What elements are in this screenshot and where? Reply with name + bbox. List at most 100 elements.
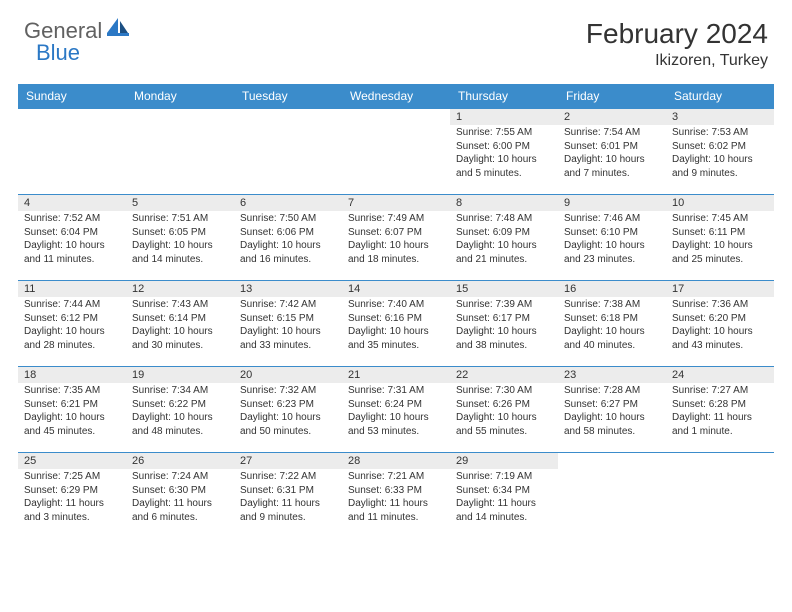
sunset-line: Sunset: 6:12 PM <box>24 312 120 326</box>
day-number: 25 <box>18 453 126 469</box>
sunrise-line: Sunrise: 7:48 AM <box>456 212 552 226</box>
page-header: General Blue February 2024 Ikizoren, Tur… <box>0 0 792 78</box>
daylight-line: Daylight: 10 hours and 14 minutes. <box>132 239 228 266</box>
day-details: Sunrise: 7:21 AMSunset: 6:33 PMDaylight:… <box>342 469 450 527</box>
sunset-line: Sunset: 6:21 PM <box>24 398 120 412</box>
day-details: Sunrise: 7:32 AMSunset: 6:23 PMDaylight:… <box>234 383 342 441</box>
daylight-line: Daylight: 11 hours and 14 minutes. <box>456 497 552 524</box>
calendar-day-cell: 15Sunrise: 7:39 AMSunset: 6:17 PMDayligh… <box>450 281 558 367</box>
sunset-line: Sunset: 6:22 PM <box>132 398 228 412</box>
day-number: 10 <box>666 195 774 211</box>
day-number: 11 <box>18 281 126 297</box>
daylight-line: Daylight: 10 hours and 30 minutes. <box>132 325 228 352</box>
calendar-row: 25Sunrise: 7:25 AMSunset: 6:29 PMDayligh… <box>18 453 774 539</box>
day-details: Sunrise: 7:30 AMSunset: 6:26 PMDaylight:… <box>450 383 558 441</box>
day-number: 1 <box>450 109 558 125</box>
calendar-day-cell: 16Sunrise: 7:38 AMSunset: 6:18 PMDayligh… <box>558 281 666 367</box>
sunset-line: Sunset: 6:33 PM <box>348 484 444 498</box>
daylight-line: Daylight: 11 hours and 1 minute. <box>672 411 768 438</box>
sunrise-line: Sunrise: 7:50 AM <box>240 212 336 226</box>
sunset-line: Sunset: 6:18 PM <box>564 312 660 326</box>
calendar-row: 18Sunrise: 7:35 AMSunset: 6:21 PMDayligh… <box>18 367 774 453</box>
daylight-line: Daylight: 10 hours and 21 minutes. <box>456 239 552 266</box>
calendar-day-cell: 17Sunrise: 7:36 AMSunset: 6:20 PMDayligh… <box>666 281 774 367</box>
weekday-header: Saturday <box>666 84 774 109</box>
sunrise-line: Sunrise: 7:42 AM <box>240 298 336 312</box>
location-label: Ikizoren, Turkey <box>586 52 768 70</box>
sunrise-line: Sunrise: 7:32 AM <box>240 384 336 398</box>
day-number: 22 <box>450 367 558 383</box>
daylight-line: Daylight: 10 hours and 48 minutes. <box>132 411 228 438</box>
day-number: 19 <box>126 367 234 383</box>
sunrise-line: Sunrise: 7:24 AM <box>132 470 228 484</box>
daylight-line: Daylight: 10 hours and 55 minutes. <box>456 411 552 438</box>
day-details: Sunrise: 7:45 AMSunset: 6:11 PMDaylight:… <box>666 211 774 269</box>
sunset-line: Sunset: 6:00 PM <box>456 140 552 154</box>
day-number: 27 <box>234 453 342 469</box>
day-details: Sunrise: 7:36 AMSunset: 6:20 PMDaylight:… <box>666 297 774 355</box>
daylight-line: Daylight: 10 hours and 9 minutes. <box>672 153 768 180</box>
month-title: February 2024 <box>586 18 768 50</box>
sunset-line: Sunset: 6:26 PM <box>456 398 552 412</box>
calendar-day-cell: 28Sunrise: 7:21 AMSunset: 6:33 PMDayligh… <box>342 453 450 539</box>
sunrise-line: Sunrise: 7:44 AM <box>24 298 120 312</box>
calendar-day-cell: 3Sunrise: 7:53 AMSunset: 6:02 PMDaylight… <box>666 109 774 195</box>
sunrise-line: Sunrise: 7:34 AM <box>132 384 228 398</box>
sunrise-line: Sunrise: 7:43 AM <box>132 298 228 312</box>
logo-text-blue: Blue <box>36 40 80 66</box>
calendar-empty-cell <box>558 453 666 539</box>
sunrise-line: Sunrise: 7:52 AM <box>24 212 120 226</box>
day-number: 8 <box>450 195 558 211</box>
daylight-line: Daylight: 10 hours and 43 minutes. <box>672 325 768 352</box>
day-number: 28 <box>342 453 450 469</box>
calendar-day-cell: 24Sunrise: 7:27 AMSunset: 6:28 PMDayligh… <box>666 367 774 453</box>
sunset-line: Sunset: 6:31 PM <box>240 484 336 498</box>
day-details: Sunrise: 7:39 AMSunset: 6:17 PMDaylight:… <box>450 297 558 355</box>
sunset-line: Sunset: 6:15 PM <box>240 312 336 326</box>
day-number: 14 <box>342 281 450 297</box>
calendar-row: 1Sunrise: 7:55 AMSunset: 6:00 PMDaylight… <box>18 109 774 195</box>
day-details: Sunrise: 7:49 AMSunset: 6:07 PMDaylight:… <box>342 211 450 269</box>
daylight-line: Daylight: 10 hours and 25 minutes. <box>672 239 768 266</box>
sunrise-line: Sunrise: 7:40 AM <box>348 298 444 312</box>
day-number: 23 <box>558 367 666 383</box>
daylight-line: Daylight: 10 hours and 7 minutes. <box>564 153 660 180</box>
sunrise-line: Sunrise: 7:54 AM <box>564 126 660 140</box>
sunset-line: Sunset: 6:24 PM <box>348 398 444 412</box>
sunrise-line: Sunrise: 7:21 AM <box>348 470 444 484</box>
sunset-line: Sunset: 6:06 PM <box>240 226 336 240</box>
day-details: Sunrise: 7:43 AMSunset: 6:14 PMDaylight:… <box>126 297 234 355</box>
day-number: 9 <box>558 195 666 211</box>
day-number: 26 <box>126 453 234 469</box>
sunset-line: Sunset: 6:02 PM <box>672 140 768 154</box>
weekday-header: Monday <box>126 84 234 109</box>
calendar-day-cell: 5Sunrise: 7:51 AMSunset: 6:05 PMDaylight… <box>126 195 234 281</box>
daylight-line: Daylight: 10 hours and 40 minutes. <box>564 325 660 352</box>
day-details: Sunrise: 7:35 AMSunset: 6:21 PMDaylight:… <box>18 383 126 441</box>
day-number: 18 <box>18 367 126 383</box>
calendar-empty-cell <box>234 109 342 195</box>
calendar-day-cell: 11Sunrise: 7:44 AMSunset: 6:12 PMDayligh… <box>18 281 126 367</box>
sunrise-line: Sunrise: 7:46 AM <box>564 212 660 226</box>
weekday-header: Thursday <box>450 84 558 109</box>
daylight-line: Daylight: 10 hours and 23 minutes. <box>564 239 660 266</box>
sunrise-line: Sunrise: 7:30 AM <box>456 384 552 398</box>
day-number: 29 <box>450 453 558 469</box>
sunset-line: Sunset: 6:09 PM <box>456 226 552 240</box>
day-details: Sunrise: 7:52 AMSunset: 6:04 PMDaylight:… <box>18 211 126 269</box>
sunrise-line: Sunrise: 7:25 AM <box>24 470 120 484</box>
day-number: 3 <box>666 109 774 125</box>
daylight-line: Daylight: 11 hours and 6 minutes. <box>132 497 228 524</box>
calendar-day-cell: 23Sunrise: 7:28 AMSunset: 6:27 PMDayligh… <box>558 367 666 453</box>
sunrise-line: Sunrise: 7:51 AM <box>132 212 228 226</box>
day-number: 2 <box>558 109 666 125</box>
calendar-day-cell: 19Sunrise: 7:34 AMSunset: 6:22 PMDayligh… <box>126 367 234 453</box>
day-details: Sunrise: 7:55 AMSunset: 6:00 PMDaylight:… <box>450 125 558 183</box>
sunrise-line: Sunrise: 7:49 AM <box>348 212 444 226</box>
title-block: February 2024 Ikizoren, Turkey <box>586 18 768 70</box>
calendar-empty-cell <box>126 109 234 195</box>
calendar-day-cell: 21Sunrise: 7:31 AMSunset: 6:24 PMDayligh… <box>342 367 450 453</box>
daylight-line: Daylight: 11 hours and 3 minutes. <box>24 497 120 524</box>
sunset-line: Sunset: 6:16 PM <box>348 312 444 326</box>
sunrise-line: Sunrise: 7:31 AM <box>348 384 444 398</box>
